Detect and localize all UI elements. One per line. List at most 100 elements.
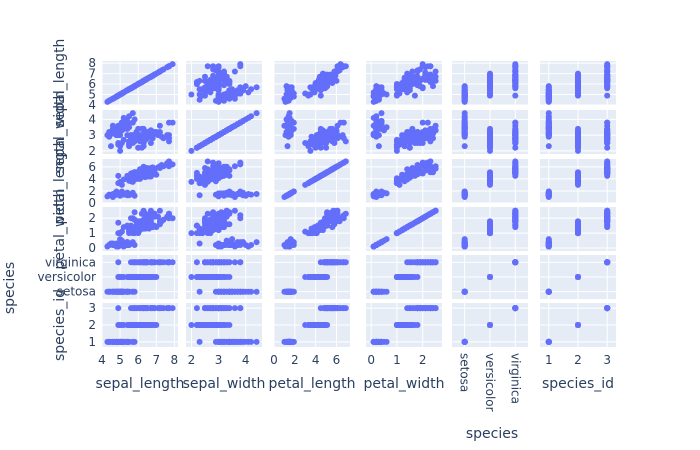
data-point — [419, 61, 426, 68]
data-point — [229, 236, 236, 243]
data-point — [414, 259, 421, 266]
data-point — [487, 181, 493, 188]
data-point — [115, 305, 122, 312]
data-point — [215, 240, 222, 247]
data-point — [575, 90, 581, 97]
data-point — [373, 288, 380, 295]
data-point — [604, 82, 611, 89]
data-point — [317, 140, 324, 146]
data-point — [487, 125, 493, 132]
data-point — [215, 218, 222, 225]
panel-species-vs-petal_width — [366, 255, 442, 299]
data-point — [604, 224, 611, 231]
data-point — [512, 144, 519, 151]
data-point — [129, 175, 136, 182]
data-point — [323, 140, 330, 146]
data-point — [302, 181, 309, 188]
data-point — [487, 73, 493, 80]
data-point — [133, 132, 140, 139]
data-point — [424, 119, 431, 126]
data-point — [604, 92, 611, 99]
data-point — [147, 127, 154, 134]
data-point — [334, 63, 341, 70]
data-point — [427, 79, 434, 85]
panel-sepal_width-vs-species_id — [540, 110, 616, 154]
data-point — [285, 113, 292, 120]
data-point — [109, 338, 116, 345]
data-point — [461, 113, 468, 120]
data-point — [417, 140, 424, 146]
data-point — [373, 113, 380, 120]
data-point — [237, 61, 244, 68]
panel-petal_length-vs-species_id — [540, 158, 616, 204]
data-point — [337, 119, 344, 126]
data-point — [188, 147, 195, 154]
data-point — [383, 236, 390, 243]
data-point — [193, 222, 200, 229]
data-point — [414, 169, 421, 176]
data-point — [160, 163, 167, 170]
data-point — [313, 225, 320, 232]
data-point — [215, 63, 222, 70]
data-point — [406, 87, 413, 94]
data-point — [327, 210, 334, 217]
data-point — [229, 190, 236, 197]
data-point — [404, 224, 411, 231]
data-point — [118, 322, 125, 328]
data-point — [207, 136, 214, 143]
data-point — [419, 161, 426, 168]
data-point — [166, 259, 172, 266]
data-point — [135, 144, 142, 151]
data-point — [406, 144, 413, 151]
data-point — [406, 73, 413, 80]
data-point — [223, 91, 230, 98]
data-point — [108, 143, 114, 150]
data-point — [512, 125, 519, 132]
data-point — [404, 80, 411, 86]
data-point — [215, 97, 222, 104]
data-point — [144, 259, 151, 266]
data-point — [409, 165, 416, 171]
data-point — [204, 63, 211, 70]
data-point — [237, 259, 244, 266]
data-point — [340, 135, 347, 142]
data-point — [140, 140, 147, 146]
data-point — [207, 259, 214, 266]
data-point — [330, 73, 337, 80]
data-point — [378, 110, 385, 117]
data-point — [315, 79, 322, 85]
data-point — [115, 259, 122, 266]
data-point — [461, 288, 468, 295]
data-point — [396, 181, 403, 188]
data-point — [188, 274, 195, 280]
data-point — [461, 143, 468, 150]
panel-petal_width-vs-petal_width — [366, 207, 442, 251]
data-point — [117, 338, 124, 345]
data-point — [419, 259, 426, 266]
data-point — [284, 143, 291, 150]
data-point — [215, 191, 222, 198]
data-point — [138, 274, 145, 280]
data-point — [131, 136, 138, 143]
data-point — [575, 135, 581, 142]
panel-species-vs-petal_length — [273, 255, 350, 299]
data-point — [223, 242, 230, 248]
data-point — [427, 210, 434, 217]
data-point — [512, 259, 519, 266]
data-point — [109, 129, 116, 135]
data-point — [166, 163, 172, 170]
data-point — [404, 166, 411, 173]
panel-species-vs-sepal_length — [101, 255, 178, 299]
data-point — [324, 132, 331, 139]
data-point — [166, 63, 172, 70]
data-point — [204, 210, 211, 217]
data-point — [285, 288, 292, 295]
data-point — [461, 121, 468, 128]
data-point — [160, 259, 167, 266]
data-point — [115, 172, 122, 179]
data-point — [604, 169, 611, 176]
data-point — [122, 288, 129, 295]
data-point — [432, 165, 439, 172]
data-point — [512, 92, 519, 99]
